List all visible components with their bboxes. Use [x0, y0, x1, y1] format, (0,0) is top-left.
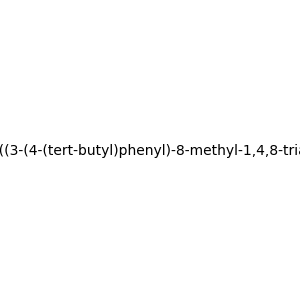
Text: 2-((3-(4-(tert-butyl)phenyl)-8-methyl-1,4,8-triaza: 2-((3-(4-(tert-butyl)phenyl)-8-methyl-1,… — [0, 145, 300, 158]
